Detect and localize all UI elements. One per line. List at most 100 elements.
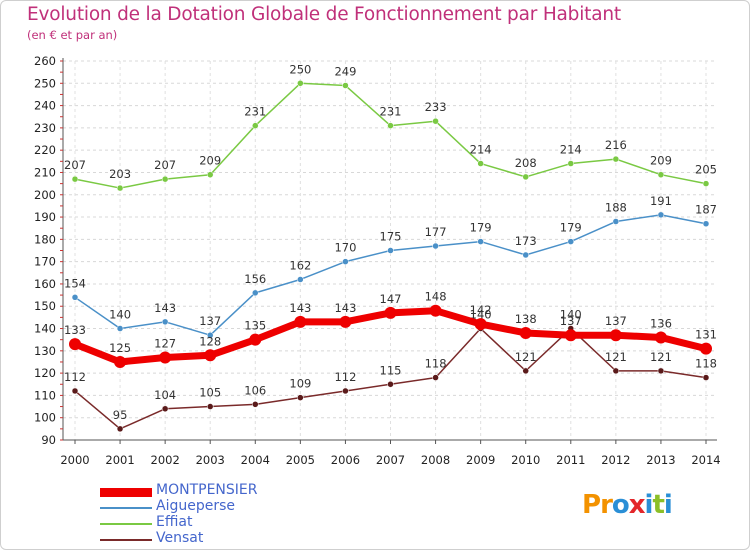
y-tick-label: 260 [34,54,56,68]
x-tick-label: 2009 [466,453,495,467]
data-point-vensat [432,374,439,381]
legend-label: Effiat [156,514,193,530]
data-point-montpensier [519,326,532,339]
x-tick-label: 2001 [105,453,134,467]
data-point-effiat [612,155,620,163]
data-point-aigueperse [206,331,214,339]
logo-letter: P [582,490,601,520]
data-point-vensat [116,425,124,433]
y-tick-label: 110 [34,388,56,402]
logo-letter: r [600,490,613,520]
data-label-aigueperse: 187 [695,203,717,217]
data-label-effiat: 207 [154,158,176,172]
data-label-vensat: 112 [334,370,356,384]
data-label-vensat: 118 [695,357,717,371]
data-label-aigueperse: 143 [154,301,176,315]
data-point-montpensier [384,306,397,319]
data-label-montpensier: 136 [650,316,672,330]
data-point-effiat [477,160,484,167]
y-tick-label: 230 [34,121,56,135]
chart-title: Evolution de la Dotation Globale de Fonc… [27,4,621,25]
data-point-vensat [252,401,259,408]
data-point-aigueperse [657,211,665,219]
logo-letter: i [644,490,654,520]
data-point-effiat [567,160,575,167]
data-point-effiat [116,184,124,192]
x-tick-label: 2013 [646,453,675,467]
y-tick-label: 130 [34,344,56,358]
data-label-vensat: 140 [470,308,492,322]
data-point-effiat [387,122,394,129]
data-point-vensat [297,394,304,401]
data-label-aigueperse: 137 [199,314,221,328]
data-label-effiat: 216 [605,138,627,152]
data-label-aigueperse: 173 [515,234,537,248]
data-label-vensat: 106 [244,383,266,397]
data-label-aigueperse: 162 [289,258,311,272]
x-tick-label: 2010 [511,453,540,467]
data-point-aigueperse [387,247,394,254]
data-point-montpensier [564,329,577,342]
legend-swatch [100,539,152,541]
data-label-vensat: 115 [380,363,402,377]
data-label-montpensier: 135 [244,319,266,333]
data-point-montpensier [159,351,172,364]
data-point-effiat [206,171,214,178]
data-label-vensat: 121 [650,350,672,364]
data-point-montpensier [249,333,262,346]
data-point-vensat [71,387,79,395]
data-point-montpensier [429,304,442,317]
data-label-vensat: 118 [425,357,447,371]
x-tick-label: 2011 [556,453,585,467]
data-label-montpensier: 131 [695,328,717,342]
legend-swatch [100,487,152,497]
data-label-vensat: 121 [605,350,627,364]
data-label-vensat: 104 [154,388,176,402]
legend-label: Aigueperse [156,498,236,514]
line-chart: 90 100 110 120 130 140 150 160 170 180 190 200 210 22… [34,54,721,467]
x-tick-label: 2003 [196,453,225,467]
y-tick-label: 190 [34,210,56,224]
data-point-effiat [342,82,349,89]
data-label-aigueperse: 140 [109,308,131,322]
data-point-aigueperse [297,276,304,283]
data-point-vensat [522,367,529,375]
data-point-vensat [702,374,710,381]
data-label-montpensier: 142 [470,303,492,317]
y-tick-label: 240 [34,99,56,113]
data-point-aigueperse [71,294,79,301]
data-label-effiat: 233 [425,100,447,114]
data-point-effiat [522,173,529,181]
data-label-montpensier: 138 [515,312,537,326]
data-label-aigueperse: 154 [64,276,86,290]
x-tick-label: 2007 [376,453,405,467]
data-label-effiat: 214 [470,143,492,157]
data-label-effiat: 207 [64,158,86,172]
data-label-aigueperse: 156 [244,272,266,286]
data-point-vensat [657,367,665,375]
data-label-effiat: 203 [109,167,131,181]
x-tick-label: 2002 [151,453,180,467]
y-tick-label: 210 [34,165,56,179]
data-point-effiat [71,175,79,183]
data-point-effiat [161,175,169,183]
data-point-montpensier [69,338,81,351]
data-point-aigueperse [161,318,169,326]
data-label-montpensier: 125 [109,341,131,355]
data-label-montpensier: 127 [154,337,176,351]
y-tick-label: 170 [34,255,56,269]
logo-letter: x [628,490,646,520]
proxiti-logo: Proxiti [582,490,673,520]
data-point-montpensier [474,318,487,331]
x-tick-label: 2008 [421,453,450,467]
data-label-effiat: 231 [244,105,266,119]
data-label-vensat: 109 [289,377,311,391]
data-point-montpensier [294,315,307,328]
legend-swatch [100,523,152,525]
data-point-montpensier [114,355,127,368]
data-label-montpensier: 133 [64,323,86,337]
x-tick-label: 2004 [241,453,270,467]
data-point-aigueperse [116,325,124,332]
legend-label: Vensat [156,530,204,546]
x-tick-label: 2005 [286,453,315,467]
